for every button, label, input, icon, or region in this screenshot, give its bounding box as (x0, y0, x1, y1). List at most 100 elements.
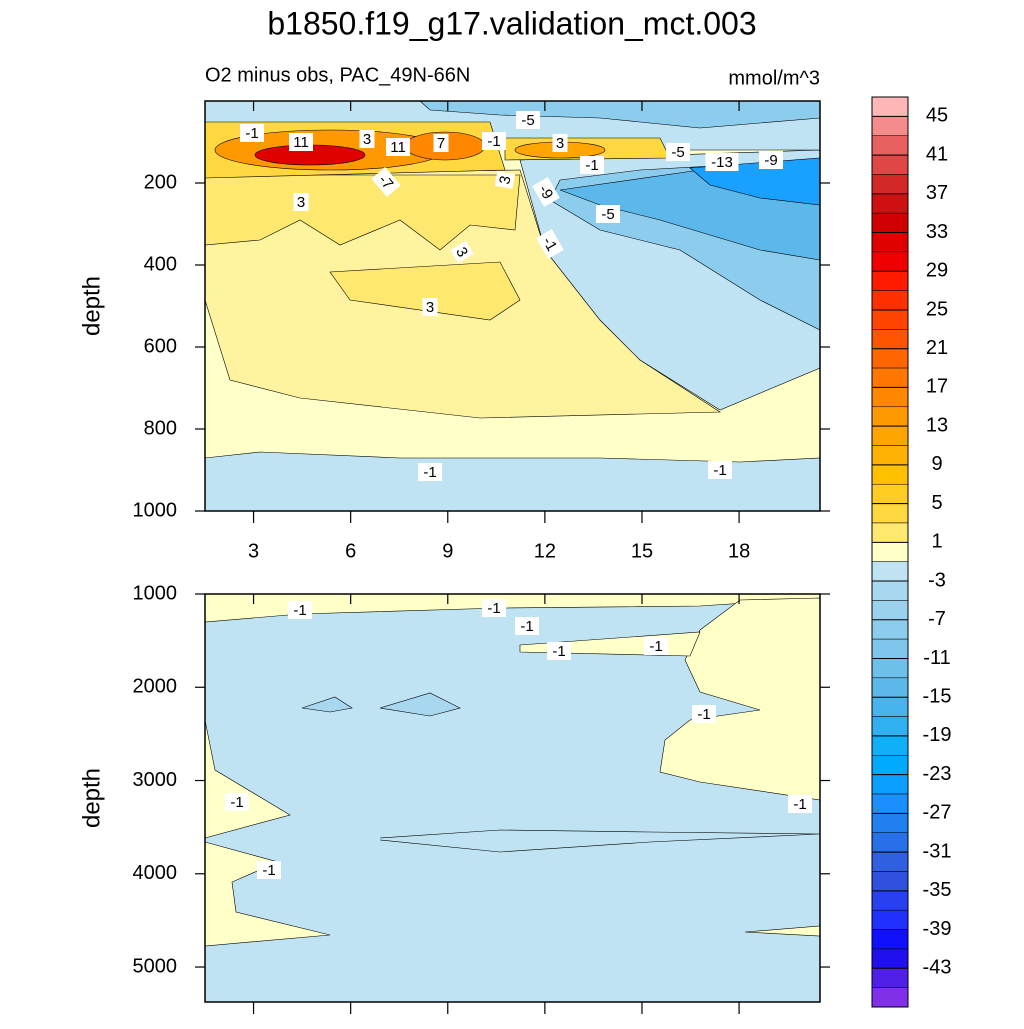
label-box (552, 134, 568, 152)
colorbar-frame (871, 96, 909, 1008)
colorbar-box (871, 174, 909, 195)
colorbar-box (871, 968, 909, 988)
label-box (482, 132, 506, 150)
y-tick-label: 400 (144, 253, 177, 275)
colorbar-box (871, 290, 909, 311)
contour-label-text: -5 (671, 144, 684, 161)
y-tick-label: 5000 (133, 955, 178, 977)
colorbar-box (871, 677, 909, 698)
colorbar-box (871, 309, 909, 330)
contour-label-text: 3 (363, 131, 371, 148)
colorbar-box (871, 503, 909, 524)
contour-label-text: 3 (556, 135, 564, 152)
contour-label: -1 (580, 156, 604, 174)
contour-label: -1 (482, 132, 506, 150)
contour-label-text: -1 (230, 794, 243, 811)
label-box (422, 298, 438, 316)
colorbar-box (871, 619, 909, 640)
contour-label-text: -5 (601, 206, 614, 223)
x-tick-label: 18 (728, 540, 750, 562)
contour-label: 3 (450, 241, 474, 263)
colorbar-label: -11 (923, 647, 950, 669)
y-tick-label: 800 (144, 417, 177, 439)
colorbar-box (871, 251, 909, 272)
contour-label-text: -1 (245, 125, 258, 142)
colorbar-box (871, 522, 909, 543)
label-box (293, 193, 309, 211)
colorbar-label: -31 (923, 840, 952, 862)
label-box (515, 617, 539, 635)
colorbar-box (871, 193, 909, 214)
colorbar-label: -3 (928, 569, 946, 591)
chart-title: b1850.f19_g17.validation_mct.003 (267, 5, 756, 41)
y-tick-label: 600 (144, 335, 177, 357)
label-box (536, 229, 564, 259)
colorbar-box (871, 483, 909, 504)
label-box (532, 177, 560, 207)
colorbar-box (871, 658, 909, 679)
label-box (289, 133, 313, 151)
colorbar-label: 9 (931, 453, 942, 475)
contour-label: -7 (371, 167, 401, 197)
contour-label-text: -1 (262, 862, 275, 879)
contour-label-text: -1 (293, 602, 306, 619)
contour-label-text: 11 (293, 134, 309, 151)
contour-label-text: -1 (713, 462, 726, 479)
contour-label-text: -9 (764, 152, 777, 169)
label-box (225, 793, 249, 811)
colorbar-box (871, 445, 909, 466)
label-box (666, 143, 690, 161)
colorbar-box (871, 271, 909, 291)
plot-frame (204, 100, 821, 512)
colorbar-box (871, 774, 909, 795)
contour-label: -1 (788, 795, 812, 813)
colorbar-box (871, 387, 909, 408)
colorbar-label: -7 (928, 608, 946, 630)
colorbar-box (871, 696, 909, 717)
x-tick-label: 3 (248, 540, 259, 562)
colorbar-label: 17 (926, 376, 948, 398)
colorbar-box (871, 212, 909, 233)
contour-label-text: 3 (496, 174, 514, 185)
contour-label: -5 (666, 143, 690, 161)
colorbar-box (871, 755, 909, 775)
colorbar-box (871, 406, 909, 427)
colorbar-box (871, 871, 909, 892)
contour-label-text: -13 (711, 154, 733, 171)
contour-label: -13 (705, 153, 739, 171)
label-box (359, 130, 375, 148)
contour-label: 7 (433, 134, 449, 152)
contour-label-text: -1 (487, 600, 500, 617)
contour-label: -1 (418, 463, 442, 481)
label-box (788, 795, 812, 813)
label-box (692, 705, 716, 723)
colorbar-box (871, 851, 909, 872)
contour-label-text: -1 (793, 796, 806, 813)
colorbar-box (871, 948, 909, 969)
contour-label: -1 (482, 599, 506, 617)
label-box (705, 153, 739, 171)
colorbar-label: -15 (923, 685, 952, 707)
y-tick-label: 3000 (133, 769, 178, 791)
x-tick-label: 9 (442, 540, 453, 562)
colorbar-label: 5 (931, 492, 942, 514)
contour-label: -9 (759, 151, 783, 169)
colorbar-label: 41 (926, 143, 948, 165)
colorbar-box (871, 116, 909, 136)
label-box (547, 642, 571, 660)
contour-label: -1 (225, 793, 249, 811)
label-box (240, 124, 264, 142)
contour-label-text: -1 (585, 157, 598, 174)
contour-label-text: -1 (552, 643, 565, 660)
colorbar-box (871, 232, 909, 253)
contour-label-text: -1 (649, 638, 662, 655)
colorbar-box (871, 909, 909, 930)
colorbar-box (871, 832, 909, 853)
colorbar-label: -23 (923, 763, 952, 785)
colorbar-label: 25 (926, 298, 948, 320)
contour-label: -9 (532, 177, 560, 207)
colorbar-box (871, 890, 909, 911)
contour-label-text: 3 (426, 299, 434, 316)
colorbar-label: 45 (926, 105, 948, 127)
x-tick-label: 15 (631, 540, 653, 562)
